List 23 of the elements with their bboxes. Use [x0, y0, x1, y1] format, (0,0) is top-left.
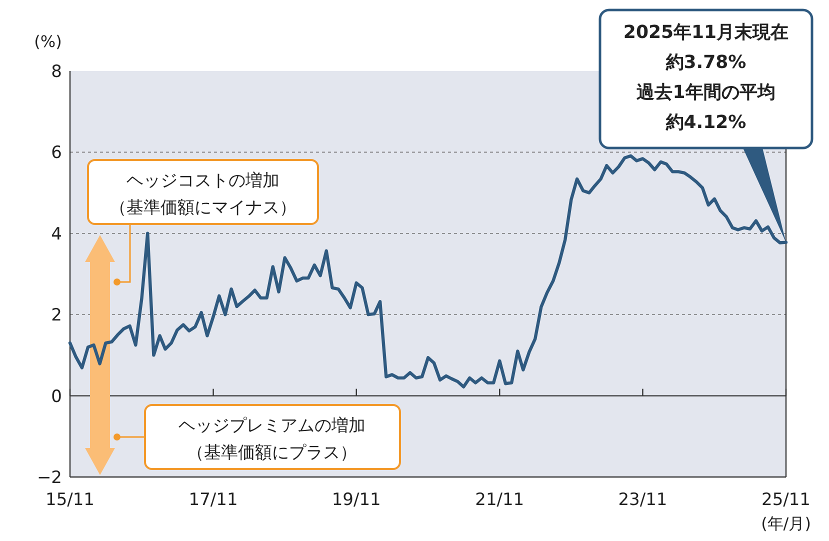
x-tick-label: 21/11: [475, 490, 524, 510]
annotation: ヘッジプレミアムの増加: [178, 416, 366, 436]
x-tick-label: 17/11: [188, 490, 238, 510]
y-tick-label: 2: [51, 306, 62, 326]
y-tick-label: 0: [51, 386, 62, 407]
x-tick-label: 25/11: [762, 490, 810, 510]
y-tick-label: −2: [36, 468, 62, 488]
x-axis-title: (年/月): [761, 514, 811, 533]
x-tick-label: 15/11: [46, 490, 94, 510]
annotation: 約4.12%: [664, 112, 746, 133]
y-tick-label: 8: [51, 62, 62, 82]
x-tick-label: 19/11: [332, 490, 381, 510]
y-tick-label: 4: [51, 224, 62, 244]
text: 2025年11月末現在: [623, 22, 789, 43]
annotation: 約3.78%: [664, 52, 746, 73]
x-tick-label: 23/11: [618, 490, 668, 510]
annotation: ヘッジコストの増加: [126, 171, 280, 191]
y-tick-label: 6: [51, 143, 62, 164]
y-axis-title: (%): [34, 32, 62, 51]
annotation: 過去1年間の平均: [636, 82, 776, 103]
annotation: （基準価額にプラス）: [187, 443, 357, 463]
line-series: [68, 154, 788, 388]
annotation: （基準価額にマイナス）: [110, 198, 296, 218]
